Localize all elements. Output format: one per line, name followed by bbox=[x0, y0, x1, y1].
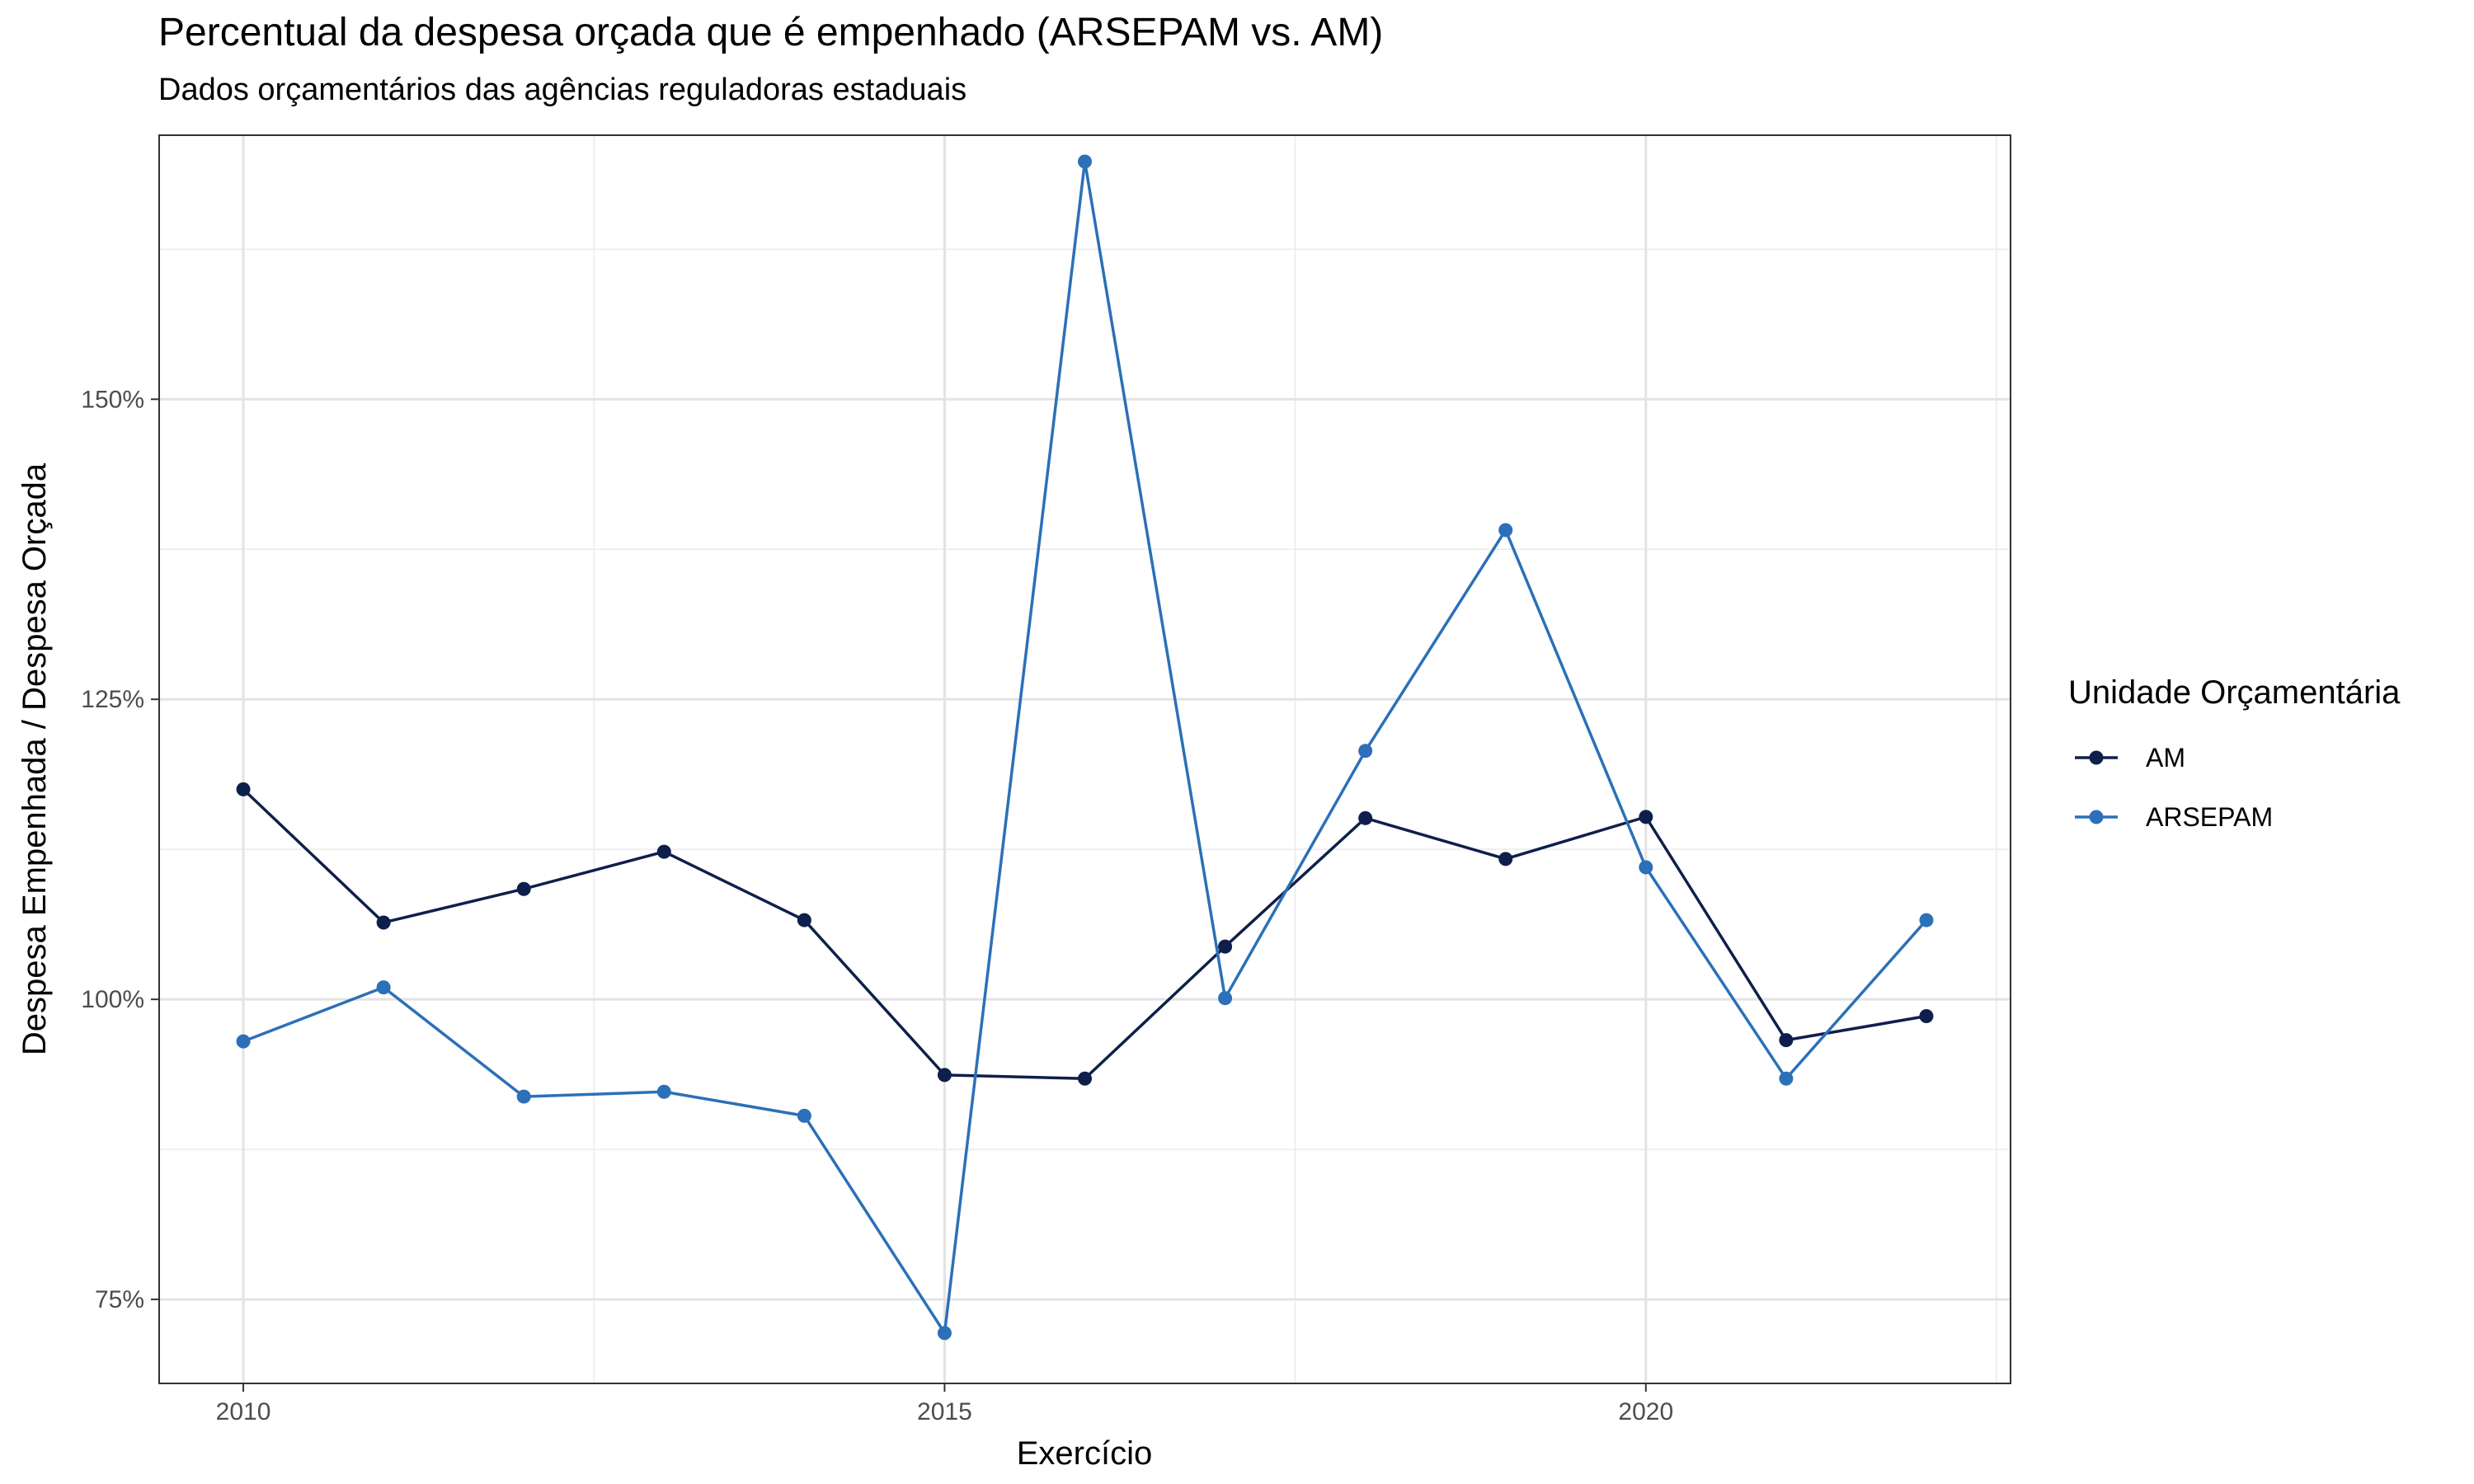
data-point bbox=[1078, 1071, 1092, 1086]
data-point bbox=[1919, 1009, 1934, 1024]
y-tick-label: 125% bbox=[81, 686, 144, 713]
y-tick-label: 100% bbox=[81, 986, 144, 1013]
chart-title: Percentual da despesa orçada que é empen… bbox=[158, 11, 1384, 54]
series-am bbox=[236, 782, 1934, 1086]
chart-subtitle: Dados orçamentários das agências regulad… bbox=[158, 73, 967, 107]
data-point bbox=[1779, 1033, 1794, 1048]
data-point bbox=[516, 1089, 531, 1104]
data-point bbox=[656, 844, 671, 859]
data-point bbox=[797, 1108, 811, 1123]
legend-title: Unidade Orçamentária bbox=[2068, 674, 2401, 711]
x-tick-label: 2015 bbox=[917, 1398, 972, 1425]
data-point bbox=[1639, 860, 1653, 875]
data-point bbox=[937, 1068, 952, 1082]
x-axis-title: Exercício bbox=[1017, 1435, 1153, 1472]
data-point bbox=[1358, 744, 1373, 758]
series-arsepam bbox=[236, 154, 1934, 1341]
grid bbox=[159, 135, 2011, 1383]
data-point bbox=[516, 881, 531, 896]
legend-item: AM bbox=[2075, 743, 2185, 773]
data-point bbox=[1078, 154, 1092, 169]
y-axis: 75% 100% 125% 150% bbox=[81, 386, 159, 1313]
x-axis: 2010 2015 2020 bbox=[216, 1383, 1673, 1425]
legend: Unidade Orçamentária AM ARSEPAM bbox=[2068, 674, 2401, 832]
data-point bbox=[1779, 1071, 1794, 1086]
x-tick-label: 2020 bbox=[1618, 1398, 1673, 1425]
legend-key-point bbox=[2089, 810, 2104, 824]
legend-item: ARSEPAM bbox=[2075, 802, 2273, 832]
y-tick-label: 150% bbox=[81, 386, 144, 413]
data-point bbox=[1498, 523, 1513, 538]
data-point bbox=[1358, 810, 1373, 825]
data-point bbox=[656, 1084, 671, 1099]
data-point bbox=[376, 915, 391, 930]
series-layer bbox=[236, 154, 1934, 1341]
data-point bbox=[236, 1034, 251, 1049]
data-point bbox=[236, 782, 251, 796]
data-point bbox=[797, 913, 811, 928]
plot-border bbox=[158, 134, 2011, 1384]
data-point bbox=[1498, 852, 1513, 866]
plot-background bbox=[159, 135, 2011, 1383]
data-point bbox=[1218, 939, 1233, 954]
legend-label: AM bbox=[2146, 743, 2185, 773]
data-point bbox=[1639, 810, 1653, 824]
legend-key-point bbox=[2089, 750, 2104, 765]
data-point bbox=[1919, 913, 1934, 928]
data-point bbox=[1218, 991, 1233, 1006]
data-point bbox=[376, 980, 391, 995]
legend-label: ARSEPAM bbox=[2146, 802, 2273, 832]
data-point bbox=[937, 1326, 952, 1341]
y-tick-label: 75% bbox=[95, 1286, 144, 1313]
x-tick-label: 2010 bbox=[216, 1398, 271, 1425]
y-axis-title: Despesa Empenhada / Despesa Orçada bbox=[16, 463, 53, 1055]
